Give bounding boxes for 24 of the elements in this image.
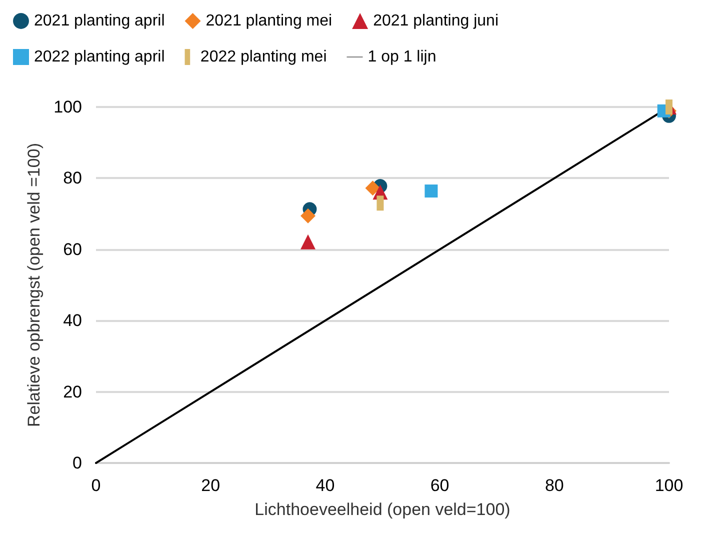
y-tick-label: 0	[72, 454, 82, 472]
point	[300, 208, 316, 224]
point	[424, 184, 438, 198]
x-tick-label: 0	[91, 476, 101, 495]
x-tick-label: 100	[654, 476, 684, 495]
y-tick-label: 20	[63, 382, 82, 402]
legend-label: 2021 planting juni	[373, 12, 499, 30]
legend-label: 2021 planting mei	[206, 12, 332, 30]
y-tick-label: 60	[63, 240, 82, 259]
legend-label: 2022 planting april	[34, 48, 165, 66]
x-tick-label: 60	[430, 476, 450, 495]
legend-label: 1 op 1 lijn	[368, 48, 436, 66]
y-tick-label: 80	[63, 168, 82, 188]
legend-label: 2021 planting april	[34, 12, 165, 30]
point	[300, 234, 316, 250]
x-tick-label: 40	[316, 476, 335, 495]
x-tick-label: 80	[544, 476, 564, 495]
x-tick-label: 20	[201, 476, 220, 495]
y-axis-title: Relatieve opbrengst (open veld =100)	[24, 143, 44, 427]
y-tick-label: 100	[54, 98, 82, 116]
point	[365, 180, 380, 196]
y-tick-label: 40	[63, 311, 82, 330]
x-axis-title: Lichthoeveelheid (open veld=100)	[254, 500, 510, 519]
legend-label: 2022 planting mei	[200, 48, 327, 66]
